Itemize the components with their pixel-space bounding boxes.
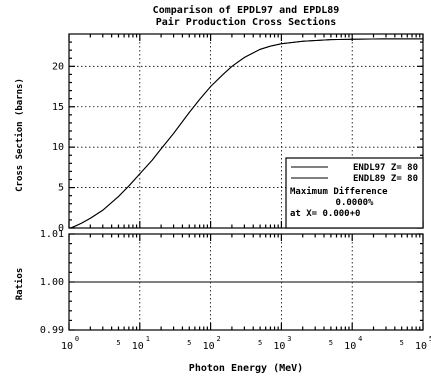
x-tick-label: 10 [344, 341, 356, 352]
y-axis-label-top: Cross Section (barns) [14, 78, 25, 192]
legend-box [285, 157, 424, 229]
x-minor-label: 5 [400, 339, 404, 347]
x-tick-label: 10 [61, 341, 73, 352]
x-tick-exponent: 1 [146, 335, 150, 343]
x-minor-label: 5 [187, 339, 191, 347]
y-tick-label: 0 [58, 223, 64, 234]
x-axis-label: Photon Energy (MeV) [189, 363, 303, 374]
x-tick-label: 10 [132, 341, 144, 352]
y-tick-label: 10 [52, 142, 64, 153]
x-minor-label: 5 [258, 339, 262, 347]
x-tick-label: 10 [203, 341, 215, 352]
x-tick-label: 10 [273, 341, 285, 352]
legend-note: Maximum Difference [290, 186, 388, 197]
legend-note: at X= 0.000+0 [290, 209, 360, 219]
y-tick-label: 0.99 [40, 325, 64, 336]
y-tick-label: 15 [52, 102, 64, 113]
x-tick-exponent: 2 [216, 335, 220, 343]
x-minor-label: 5 [116, 339, 120, 347]
chart-title: Comparison of EPDL97 and EPDL89 [153, 4, 340, 16]
top-panel-frame [68, 33, 424, 229]
y-axis-label-bottom: Ratios [14, 268, 25, 301]
y-tick-label: 1.01 [40, 229, 64, 240]
x-tick-exponent: 3 [287, 335, 291, 343]
y-tick-label: 1.00 [40, 277, 64, 288]
y-tick-label: 5 [58, 183, 64, 194]
legend-entry: ENDL97 Z= 80 [353, 163, 418, 173]
y-tick-label: 20 [52, 61, 64, 72]
x-axis: 10010110210310410555555 [61, 335, 431, 352]
x-tick-label: 10 [415, 341, 427, 352]
x-minor-label: 5 [329, 339, 333, 347]
legend-entry: ENDL89 Z= 80 [353, 174, 418, 184]
legend-note: 0.0000% [336, 198, 375, 208]
x-tick-exponent: 0 [75, 335, 79, 343]
x-tick-exponent: 4 [358, 335, 362, 343]
bottom-panel: 0.99 1.00 1.01 [40, 229, 424, 336]
series-line-2 [70, 38, 423, 229]
x-tick-exponent: 5 [429, 335, 431, 343]
chart-subtitle: Pair Production Cross Sections [156, 16, 337, 28]
